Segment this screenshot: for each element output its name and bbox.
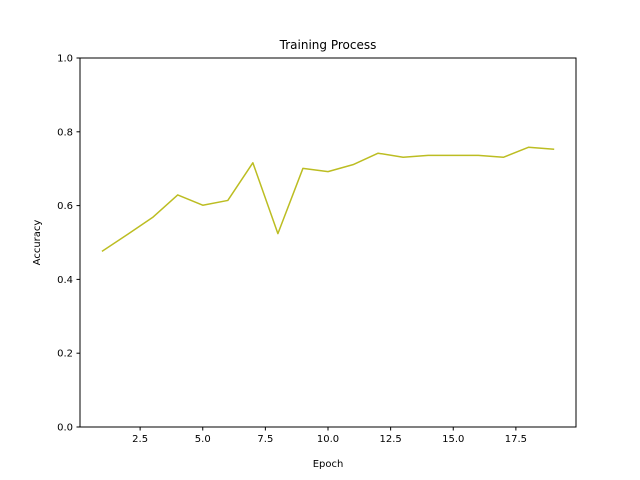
x-axis: 2.5 5.0 7.5 10.0 12.5 15.0 17.5 bbox=[132, 427, 527, 445]
x-tick-label: 2.5 bbox=[132, 434, 148, 445]
chart-title: Training Process bbox=[279, 38, 377, 52]
x-tick-label: 17.5 bbox=[505, 434, 527, 445]
y-tick-label: 0.0 bbox=[57, 423, 73, 434]
y-tick-label: 0.8 bbox=[57, 127, 73, 138]
y-axis-label: Accuracy bbox=[32, 220, 43, 266]
y-axis: 0.0 0.2 0.4 0.6 0.8 1.0 bbox=[57, 54, 80, 434]
y-tick-label: 1.0 bbox=[57, 54, 73, 65]
x-tick-label: 7.5 bbox=[257, 434, 273, 445]
plot-area-frame bbox=[79, 57, 577, 428]
y-tick-label: 0.6 bbox=[57, 201, 73, 212]
x-axis-label: Epoch bbox=[313, 459, 344, 470]
x-tick-label: 15.0 bbox=[442, 434, 464, 445]
series-layer bbox=[101, 146, 555, 253]
x-tick-label: 12.5 bbox=[379, 434, 401, 445]
y-tick-label: 0.4 bbox=[57, 275, 73, 286]
x-tick-label: 10.0 bbox=[317, 434, 339, 445]
series-line-0 bbox=[101, 146, 555, 253]
x-tick-label: 5.0 bbox=[195, 434, 211, 445]
y-tick-label: 0.2 bbox=[57, 349, 73, 360]
